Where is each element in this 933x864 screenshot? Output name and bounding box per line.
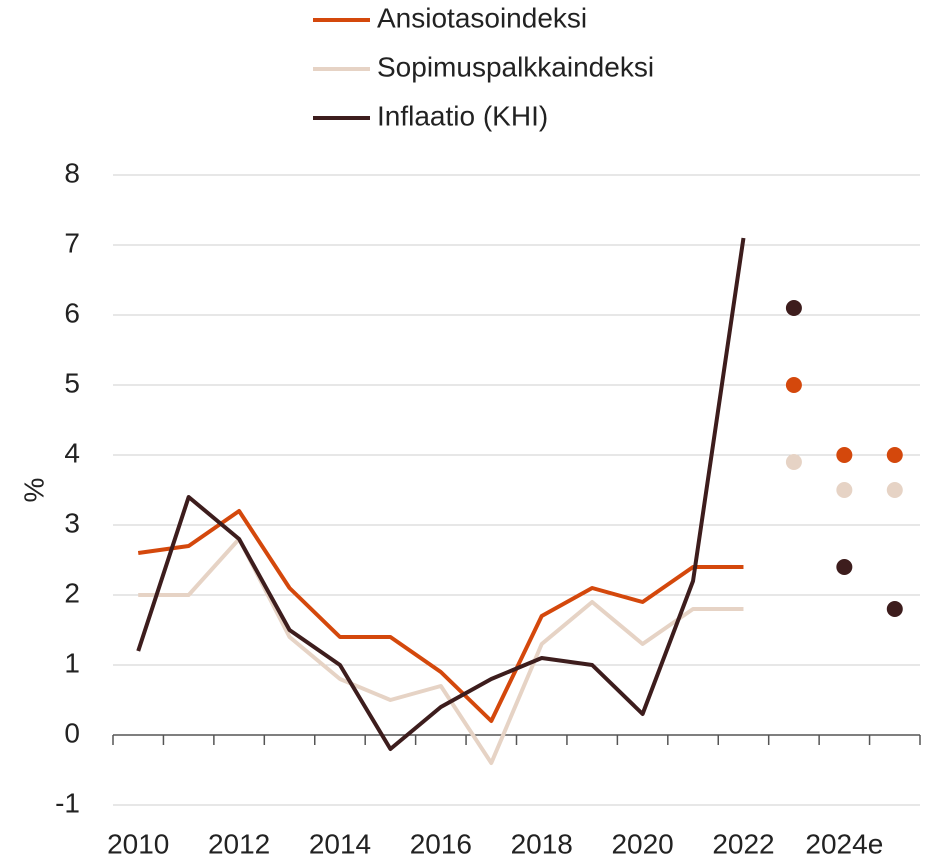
y-axis-label: % bbox=[18, 478, 49, 503]
x-tick-label: 2012 bbox=[208, 828, 270, 859]
forecast-dot bbox=[785, 454, 802, 470]
legend-label: Sopimuspalkkaindeksi bbox=[377, 51, 654, 82]
x-tick-label: 2010 bbox=[107, 828, 169, 859]
x-tick-label: 2020 bbox=[611, 828, 673, 859]
forecast-dot bbox=[886, 482, 903, 498]
series-line bbox=[136, 237, 746, 751]
forecast-dot bbox=[836, 482, 853, 498]
forecast-dot bbox=[886, 447, 903, 463]
forecast-dot bbox=[785, 300, 802, 316]
series-line bbox=[138, 537, 744, 765]
x-tick-label: 2016 bbox=[410, 828, 472, 859]
x-tick-label: 2018 bbox=[511, 828, 573, 859]
y-tick-label: 3 bbox=[64, 507, 80, 538]
forecast-dot bbox=[785, 377, 802, 393]
forecast-dot bbox=[886, 601, 903, 617]
y-tick-label: 0 bbox=[64, 717, 80, 748]
x-tick-label: 2022 bbox=[712, 828, 774, 859]
legend-label: Ansiotasoindeksi bbox=[377, 2, 587, 33]
y-tick-label: 1 bbox=[64, 647, 80, 678]
x-tick-label: 2014 bbox=[309, 828, 371, 859]
y-tick-label: 8 bbox=[64, 157, 80, 188]
forecast-dot bbox=[836, 447, 853, 463]
y-tick-label: 6 bbox=[64, 297, 80, 328]
y-tick-label: -1 bbox=[55, 787, 80, 818]
y-tick-label: 5 bbox=[64, 367, 80, 398]
y-tick-label: 7 bbox=[64, 227, 80, 258]
y-tick-label: 2 bbox=[64, 577, 80, 608]
x-tick-label: 2024e bbox=[805, 828, 883, 859]
forecast-dot bbox=[836, 559, 853, 575]
series-line bbox=[137, 509, 744, 723]
legend-label: Inflaatio (KHI) bbox=[377, 100, 548, 131]
y-tick-label: 4 bbox=[64, 437, 80, 468]
